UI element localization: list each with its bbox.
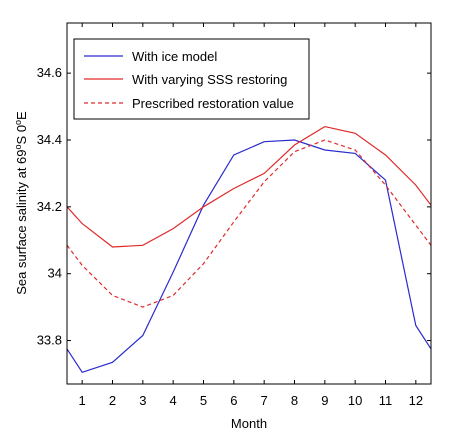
y-axis-label: Sea surface salinity at 69oS 0oE xyxy=(13,111,29,295)
y-tick-label: 34 xyxy=(48,266,62,281)
plot-area-frame xyxy=(66,22,432,385)
x-tick-label: 8 xyxy=(291,393,298,408)
x-tick-label: 9 xyxy=(321,393,328,408)
series-line-2 xyxy=(66,125,432,248)
legend-label-varying-sss: With varying SSS restoring xyxy=(132,72,287,87)
x-tick-label: 4 xyxy=(170,393,177,408)
x-tick-label: 5 xyxy=(200,393,207,408)
x-tick-label: 10 xyxy=(348,393,362,408)
y-tick-label: 34.2 xyxy=(37,199,62,214)
x-tick-label: 3 xyxy=(139,393,146,408)
series-line-1 xyxy=(66,139,432,374)
legend-label-ice-model: With ice model xyxy=(132,49,217,64)
y-tick-label: 34.4 xyxy=(37,132,62,147)
x-axis-label: Month xyxy=(231,416,267,431)
x-tick-label: 11 xyxy=(379,393,393,408)
x-tick-label: 2 xyxy=(109,393,116,408)
legend-label-prescribed: Prescribed restoration value xyxy=(132,96,294,111)
series-line-3 xyxy=(66,139,432,308)
x-tick-label: 12 xyxy=(409,393,423,408)
series-layer xyxy=(66,125,432,374)
legend: With ice model With varying SSS restorin… xyxy=(73,38,310,120)
x-tick-label: 1 xyxy=(79,393,86,408)
x-tick-label: 7 xyxy=(261,393,268,408)
y-tick-label: 33.8 xyxy=(37,333,62,348)
x-tick-label: 6 xyxy=(230,393,237,408)
y-tick-label: 34.6 xyxy=(37,65,62,80)
